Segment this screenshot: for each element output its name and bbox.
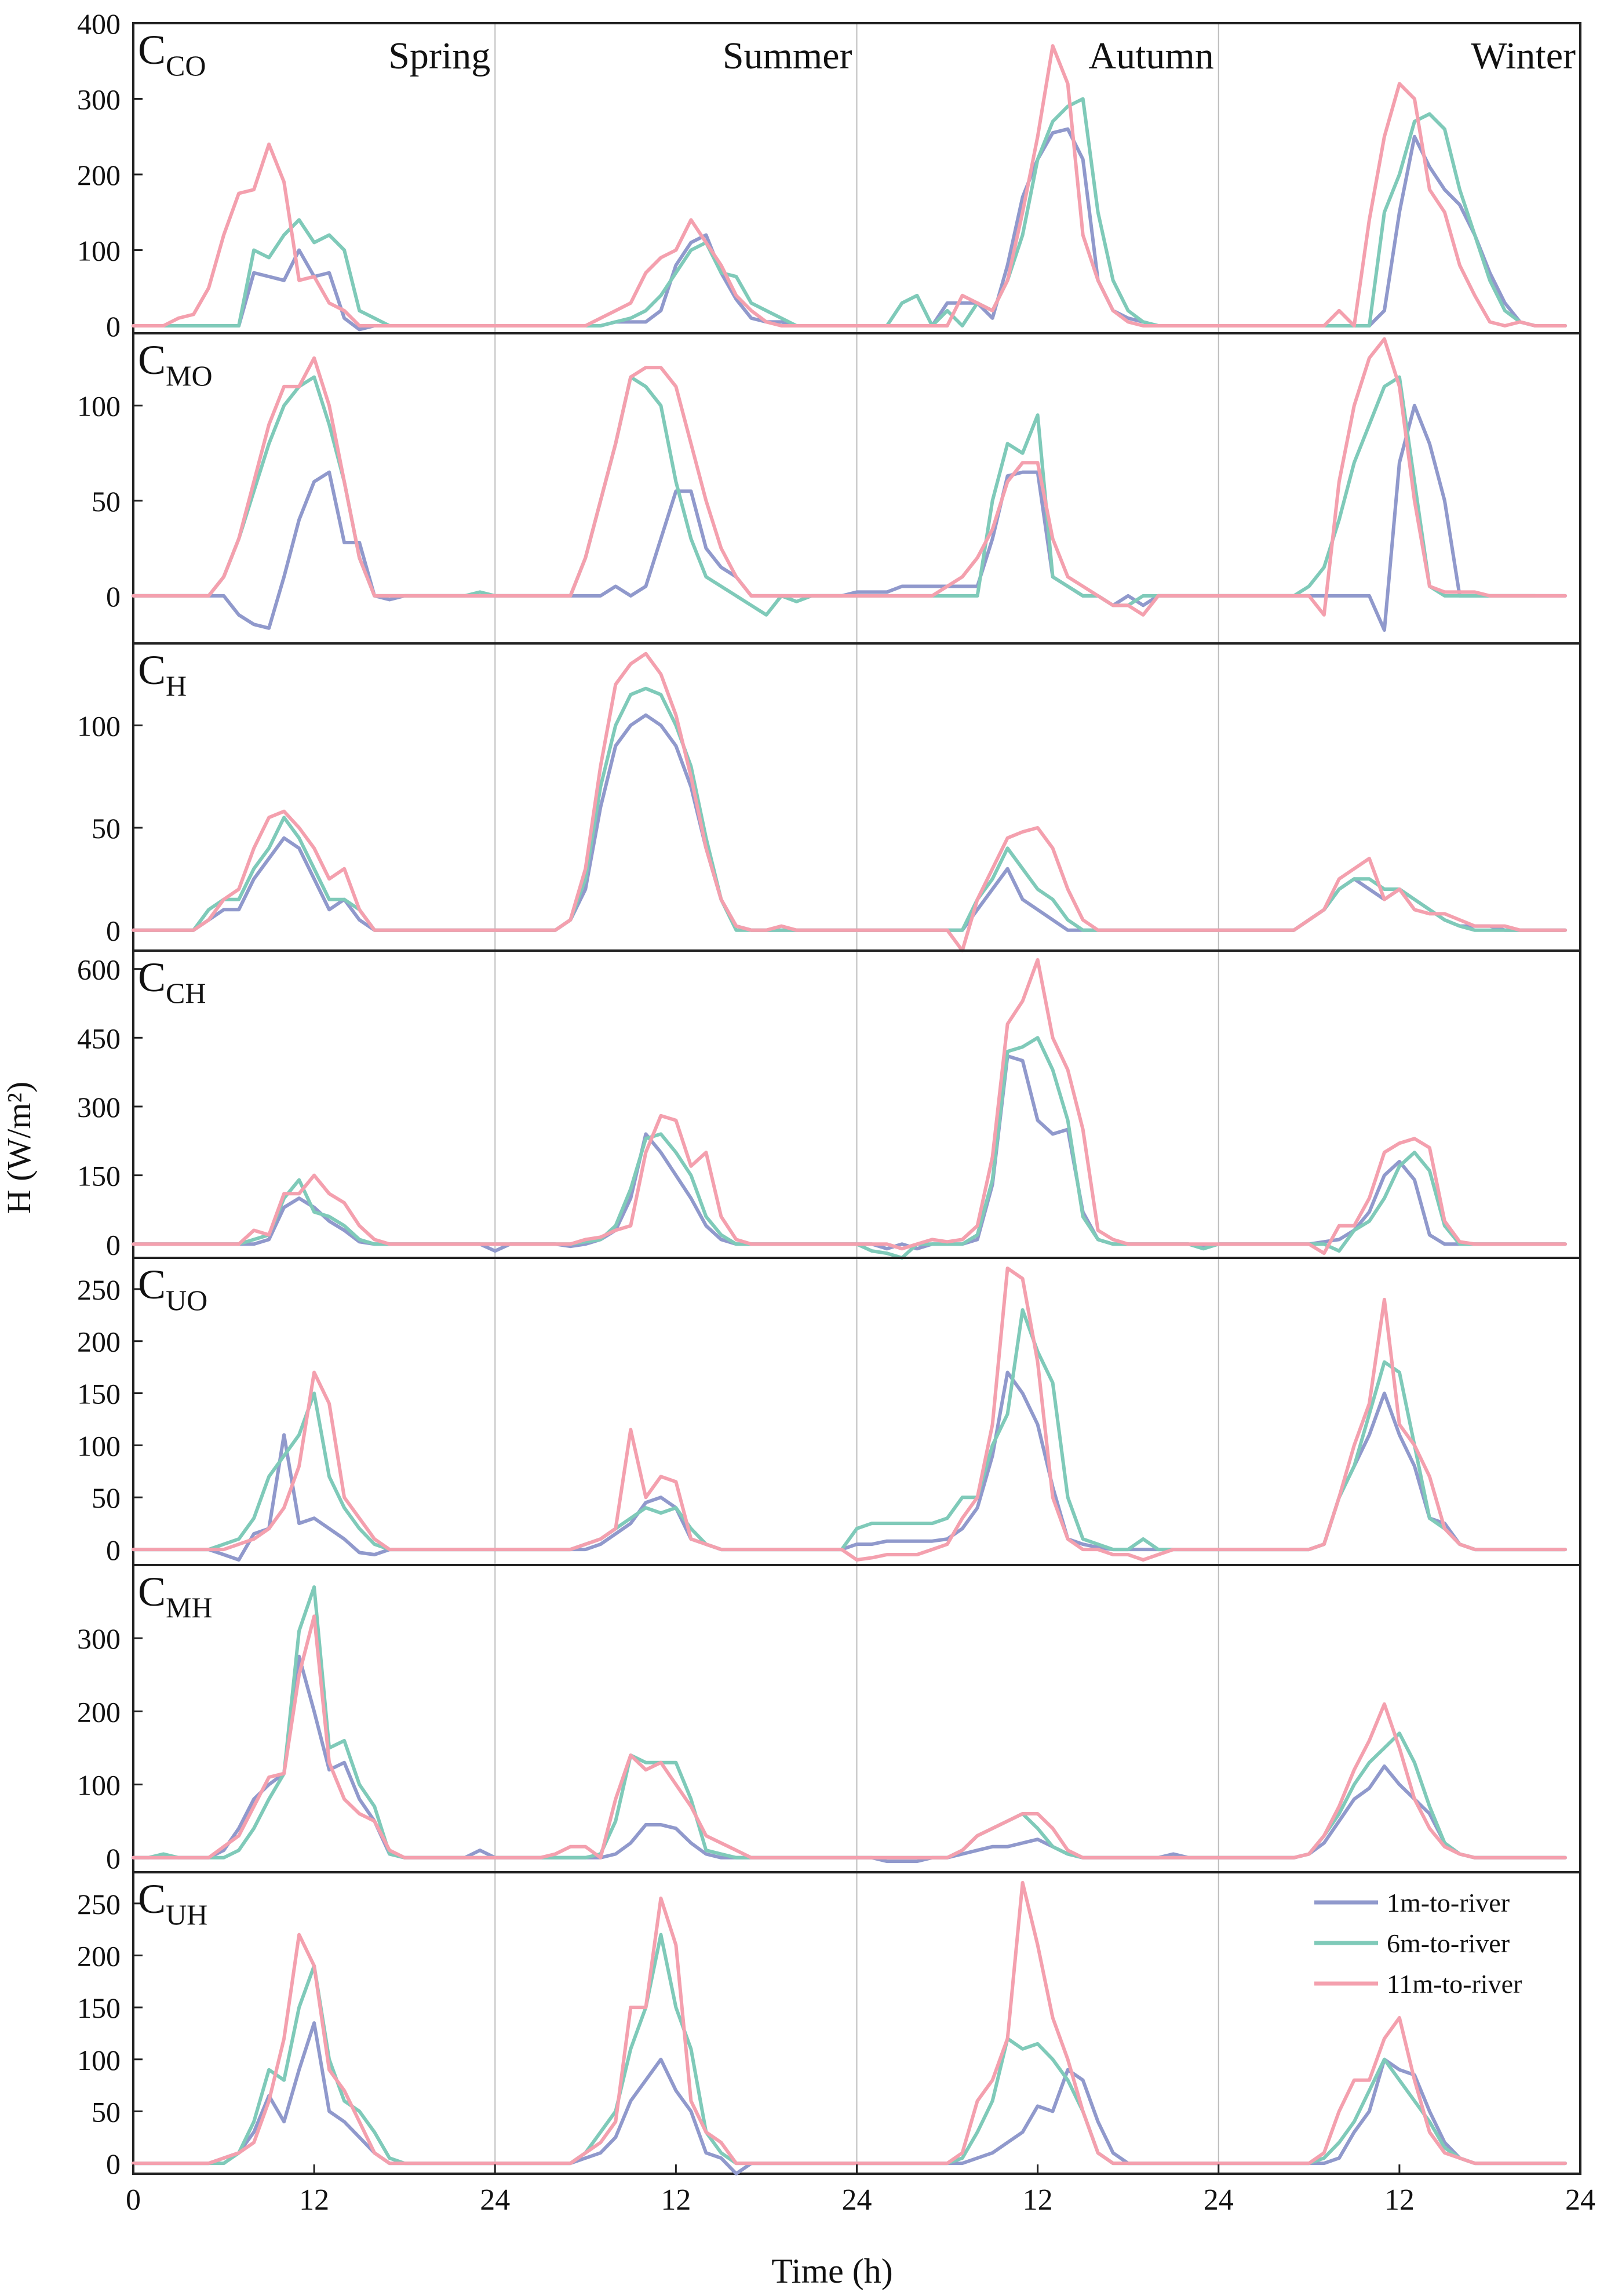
y-tick-label: 150 (77, 1992, 121, 2024)
legend-label-11m-to-river: 11m-to-river (1387, 1969, 1522, 1999)
y-tick-label: 300 (77, 1622, 121, 1655)
y-tick-label: 300 (77, 83, 121, 115)
season-label-summer: Summer (723, 35, 852, 77)
series-line-6m-to-river (132, 97, 1567, 328)
x-tick-label: 24 (1565, 2184, 1595, 2217)
y-tick-label: 0 (106, 915, 121, 947)
series-line-1m-to-river (132, 1654, 1567, 1864)
legend-label-1m-to-river: 1m-to-river (1387, 1888, 1510, 1917)
panel-mh: 0 100 200 300 CMH (77, 1564, 1581, 1875)
y-tick-label: 250 (77, 1273, 121, 1306)
y-tick-label: 100 (77, 1429, 121, 1462)
x-tick-label: 24 (480, 2184, 510, 2217)
y-tick-label: 0 (106, 1228, 121, 1261)
panel-label: CCO (138, 27, 206, 82)
y-tick-label: 450 (77, 1022, 121, 1054)
series-line-6m-to-river (132, 686, 1567, 932)
x-tick-label: 12 (1384, 2184, 1415, 2217)
series-line-11m-to-river (132, 652, 1567, 952)
series-line-11m-to-river (132, 958, 1567, 1256)
panel-co: 0 100 200 300 400 CCO Spring Summer Autumn Winter (77, 8, 1581, 343)
y-tick-label: 0 (106, 310, 121, 343)
panel-label: CMO (138, 337, 213, 392)
x-axis: 0 12 24 12 24 12 24 12 24 (126, 2164, 1595, 2217)
y-tick-label: 200 (77, 1940, 121, 1972)
season-label-autumn: Autumn (1088, 35, 1213, 77)
panel-ch: 0 150 300 450 600 CCH (77, 949, 1581, 1261)
x-tick-label: 12 (661, 2184, 691, 2217)
y-tick-label: 0 (106, 1842, 121, 1875)
series-line-11m-to-river (132, 337, 1567, 617)
y-tick-label: 50 (92, 2095, 121, 2128)
y-tick-label: 100 (77, 234, 121, 267)
y-tick-label: 400 (77, 8, 121, 40)
y-tick-label: 0 (106, 1534, 121, 1566)
series-line-11m-to-river (132, 1880, 1567, 2166)
series-line-6m-to-river (132, 375, 1537, 617)
axis-labels: H (W/m²) Time (h) (0, 1082, 893, 2290)
y-tick-label: 150 (77, 1160, 121, 1192)
y-tick-label: 250 (77, 1888, 121, 1920)
legend: 1m-to-river 6m-to-river 11m-to-river (1314, 1888, 1522, 1999)
y-tick-label: 100 (77, 1769, 121, 1802)
panels: 0 100 200 300 400 CCO Spring Summer Autumn Winter… (77, 8, 1581, 2180)
y-tick-label: 100 (77, 709, 121, 742)
x-tick-label: 12 (299, 2184, 329, 2217)
y-tick-label: 200 (77, 1326, 121, 1358)
x-tick-label: 24 (842, 2184, 872, 2217)
season-label-spring: Spring (388, 35, 490, 77)
x-axis-label: Time (h) (771, 2252, 892, 2290)
x-tick-label: 0 (126, 2184, 141, 2217)
x-tick-label: 24 (1204, 2184, 1234, 2217)
panel-mo: 0 50 100 CMO (77, 332, 1581, 645)
panel-label: CH (138, 647, 187, 702)
panel-label: CUH (138, 1876, 207, 1931)
y-tick-label: 0 (106, 2148, 121, 2180)
x-tick-label: 12 (1023, 2184, 1053, 2217)
y-tick-label: 50 (92, 812, 121, 845)
panel-label: CCH (138, 954, 206, 1009)
panel-label: CUO (138, 1261, 207, 1316)
y-tick-label: 150 (77, 1378, 121, 1410)
series-line-6m-to-river (132, 1308, 1567, 1552)
series-line-11m-to-river (132, 44, 1567, 328)
series-line-6m-to-river (132, 1585, 1567, 1860)
series-line-1m-to-river (132, 1054, 1567, 1253)
y-tick-label: 100 (77, 390, 121, 423)
y-tick-label: 200 (77, 1695, 121, 1728)
season-label-winter: Winter (1471, 35, 1576, 77)
series-line-6m-to-river (132, 1933, 1567, 2166)
panel-label: CMH (138, 1569, 213, 1624)
panel-h: 0 50 100 CH (77, 642, 1581, 952)
y-tick-label: 50 (92, 485, 121, 518)
legend-label-6m-to-river: 6m-to-river (1387, 1929, 1510, 1958)
series-line-11m-to-river (132, 1267, 1567, 1562)
series-line-1m-to-river (132, 127, 1567, 332)
panel-uh: 0 50 100 150 200 250 CUH (77, 1871, 1581, 2180)
y-tick-label: 50 (92, 1482, 121, 1514)
panel-uo: 0 50 100 150 200 250 CUO (77, 1257, 1581, 1566)
y-axis-label: H (W/m²) (0, 1082, 38, 1214)
series-line-11m-to-river (132, 1614, 1567, 1860)
y-tick-label: 100 (77, 2044, 121, 2076)
series-line-1m-to-river (132, 1370, 1567, 1562)
y-tick-label: 200 (77, 159, 121, 191)
series-line-1m-to-river (132, 713, 1567, 932)
y-tick-label: 600 (77, 954, 121, 986)
y-tick-label: 300 (77, 1091, 121, 1123)
y-tick-label: 0 (106, 580, 121, 613)
